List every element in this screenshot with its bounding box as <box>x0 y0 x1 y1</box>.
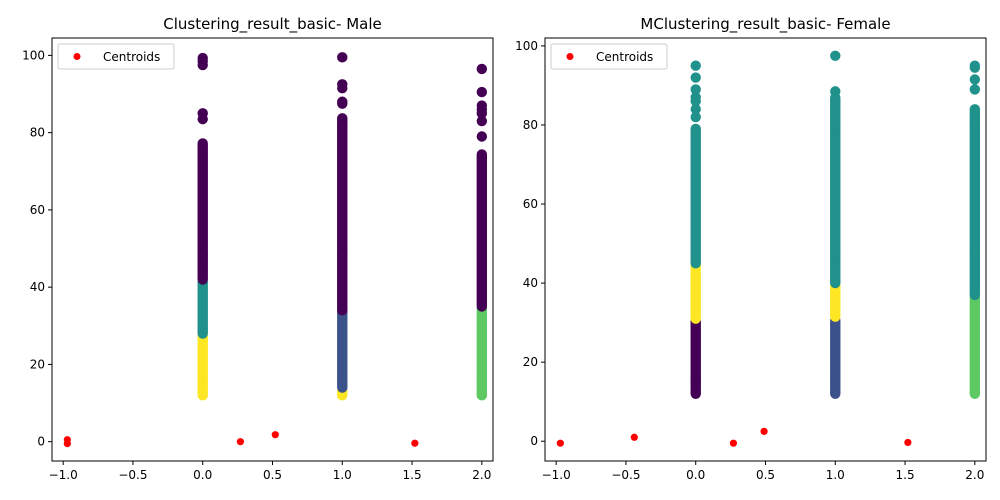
chart-title: Clustering_result_basic- Male <box>163 15 382 34</box>
y-tick-label: 40 <box>30 280 45 294</box>
cluster-teal-at-x-2 <box>969 60 981 301</box>
data-point <box>197 108 208 119</box>
centroids <box>63 431 419 448</box>
centroid-point <box>271 431 279 439</box>
data-point <box>337 96 348 107</box>
x-tick-label: 0.5 <box>263 468 282 482</box>
data-point <box>690 111 701 123</box>
legend-marker-centroids <box>566 53 574 60</box>
legend-box <box>57 43 175 70</box>
data-point <box>337 79 348 90</box>
legend-label-centroids: Centroids <box>596 50 653 64</box>
data-point <box>969 84 981 95</box>
x-tick-label: 1.0 <box>826 468 845 482</box>
x-tick-label: 1.0 <box>333 468 352 482</box>
x-tick-label: 0.0 <box>193 468 212 482</box>
centroid-point <box>729 439 738 447</box>
cluster-teal-at-x-0 <box>197 277 208 339</box>
data-point <box>690 92 701 103</box>
cluster-yellow-at-x-1 <box>830 281 841 322</box>
legend-label-centroids: Centroids <box>103 50 160 64</box>
x-tick-label: 0.5 <box>756 468 775 482</box>
cluster-purple-at-x-0 <box>197 52 208 285</box>
data-point <box>690 60 701 71</box>
data-point <box>476 86 488 98</box>
centroid-point <box>760 427 768 435</box>
data-point <box>690 72 701 83</box>
legend-box <box>550 43 668 70</box>
x-tick-label: 2.0 <box>965 468 984 482</box>
y-tick-label: 20 <box>523 355 538 369</box>
data-point <box>690 84 701 95</box>
y-axis: 0 20 40 60 80 100 <box>515 39 545 448</box>
chart-male: Clustering_result_basic- Male −1.0 −0.5 0.… <box>22 15 494 482</box>
y-tick-label: 20 <box>30 357 45 371</box>
chart-title: MClustering_result_basic- Female <box>640 15 890 34</box>
scatter-plot-area <box>556 50 981 447</box>
centroid-point <box>63 440 71 448</box>
y-tick-label: 60 <box>523 197 538 211</box>
legend: Centroids <box>550 43 668 70</box>
y-tick-label: 100 <box>22 48 45 62</box>
x-tick-label: −1.0 <box>49 468 78 482</box>
cluster-blue-at-x-1 <box>830 314 841 399</box>
x-tick-label: −0.5 <box>118 468 147 482</box>
y-tick-label: 0 <box>530 434 538 448</box>
scatter-plot-area <box>63 52 488 448</box>
y-tick-label: 40 <box>523 276 538 290</box>
data-point <box>337 52 348 63</box>
data-point <box>476 149 488 160</box>
cluster-teal-at-x-1 <box>830 50 841 289</box>
y-tick-label: 80 <box>30 126 45 140</box>
data-point <box>969 104 981 115</box>
data-point <box>690 123 701 135</box>
data-point <box>197 138 208 149</box>
x-tick-label: −0.5 <box>611 468 640 482</box>
x-tick-label: 1.5 <box>896 468 915 482</box>
y-tick-label: 80 <box>523 118 538 132</box>
y-axis: 0 20 40 60 80 100 <box>22 48 52 449</box>
cluster-purple-at-x-2 <box>476 63 488 312</box>
centroid-point <box>630 433 638 441</box>
x-tick-label: 0.0 <box>686 468 705 482</box>
centroid-point <box>556 439 564 447</box>
x-tick-label: 1.5 <box>403 468 422 482</box>
chart-female: MClustering_result_basic- Female −1.0 −0.… <box>515 15 987 482</box>
data-point <box>690 103 701 115</box>
data-point <box>197 52 208 64</box>
y-tick-label: 100 <box>515 39 538 53</box>
y-tick-label: 60 <box>30 203 45 217</box>
cluster-teal-at-x-0 <box>690 60 701 269</box>
x-axis: −1.0 −0.5 0.0 0.5 1.0 1.5 2.0 <box>49 461 491 482</box>
cluster-blue-at-x-1 <box>337 307 348 393</box>
x-tick-label: −1.0 <box>542 468 571 482</box>
data-point <box>969 74 981 85</box>
cluster-green-at-x-2 <box>476 303 488 401</box>
centroid-point <box>236 438 245 446</box>
cluster-yellow-at-x-0 <box>197 330 208 401</box>
centroid-point <box>904 438 912 447</box>
centroid-point <box>411 439 419 447</box>
centroids <box>556 427 912 447</box>
data-point <box>476 100 488 111</box>
cluster-purple-at-x-0 <box>690 316 701 399</box>
y-tick-label: 0 <box>37 435 45 449</box>
cluster-yellow-at-x-0 <box>690 260 701 324</box>
data-point <box>830 86 841 97</box>
legend: Centroids <box>57 43 175 70</box>
cluster-purple-at-x-1 <box>337 52 348 316</box>
cluster-green-at-x-2 <box>969 292 981 399</box>
x-axis: −1.0 −0.5 0.0 0.5 1.0 1.5 2.0 <box>542 461 984 482</box>
x-tick-label: 2.0 <box>472 468 491 482</box>
data-point <box>476 115 488 127</box>
data-point <box>969 60 981 71</box>
legend-marker-centroids <box>73 53 81 60</box>
data-point <box>337 113 348 124</box>
data-point <box>476 131 488 142</box>
data-point <box>830 50 841 61</box>
data-point <box>476 63 488 75</box>
